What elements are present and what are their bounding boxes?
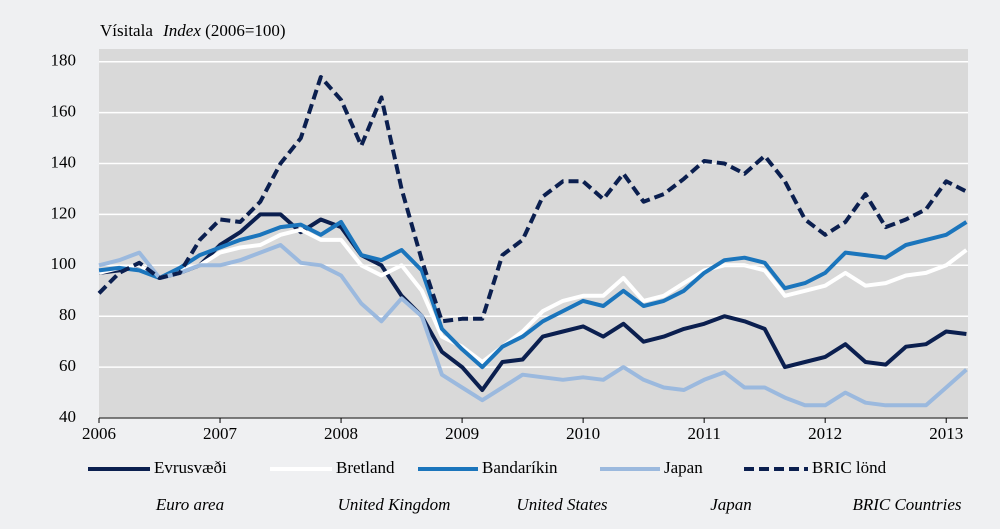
axis-title-unit: (2006=100) [205,21,285,40]
y-tick-label: 100 [51,254,77,273]
axes: 40 60 80 100 120 140 160 180 2006 2007 2008 2009 201… [51,51,968,443]
series-line [98,227,968,364]
plot-area [99,49,968,418]
lines [97,75,968,408]
legend-label-en: Euro area [155,495,224,514]
x-tick-label: 2010 [566,424,600,443]
series-line [98,220,968,370]
legend-label-en: United States [516,495,608,514]
axis-title-is: Vísitala [100,21,153,40]
y-tick-label: 40 [59,407,76,426]
legend-label: Bandaríkin [482,458,558,477]
legend-label-en: BRIC Countries [852,495,961,514]
x-tick-label: 2008 [324,424,358,443]
x-tick-label: 2012 [808,424,842,443]
y-tick-label: 80 [59,305,76,324]
legend-label: Evrusvæði [154,458,227,477]
x-tick-label: 2013 [929,424,963,443]
x-tick-label: 2011 [687,424,720,443]
x-tick-label: 2006 [82,424,116,443]
axis-title-en: Index [162,21,201,40]
axis-title: Vísitala Index (2006=100) [100,21,286,40]
series-line [98,212,967,392]
legend-label: BRIC lönd [812,458,887,477]
x-tick-label: 2009 [445,424,479,443]
y-tick-label: 160 [51,102,77,121]
y-tick-label: 120 [51,203,77,222]
series-line [98,243,968,408]
y-tick-label: 180 [51,51,77,70]
legend-label: Bretland [336,458,395,477]
y-tick-label: 140 [51,152,77,171]
legend-label: Japan [664,458,703,477]
y-tick-label: 60 [59,356,76,375]
legend-label-en: Japan [710,495,752,514]
series-line [97,75,968,324]
x-tick-label: 2007 [203,424,238,443]
legend: Evrusvæði Euro area Bretland United Kingdom… [88,458,962,514]
legend-label-en: United Kingdom [338,495,451,514]
